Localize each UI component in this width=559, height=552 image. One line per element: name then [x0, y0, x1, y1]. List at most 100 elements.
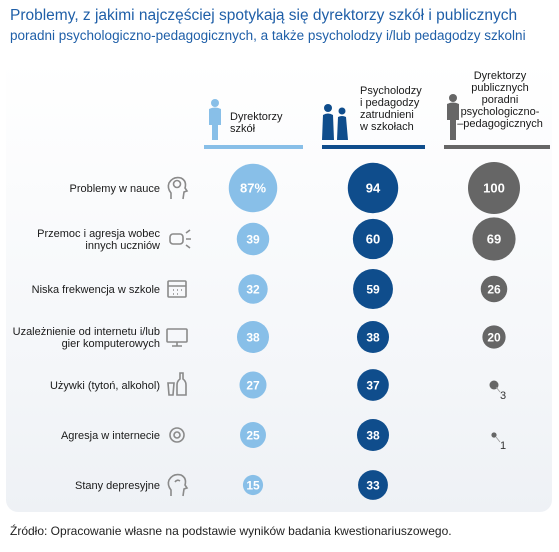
source-note: Źródło: Opracowanie własne na podstawie …: [10, 524, 452, 538]
column-label-line: i pedagodzy: [360, 97, 420, 109]
people-icon: [322, 104, 348, 140]
bubble: 38: [356, 320, 390, 354]
column-label-line: poradni: [482, 94, 519, 106]
at-icon: [169, 427, 185, 443]
row-label-line: Używki (tytoń, alkohol): [50, 380, 160, 392]
row-label-line: Uzależnienie od internetu i/lub: [13, 326, 160, 338]
bubble-value: 25: [246, 428, 260, 442]
column-label-line: Dyrektorzy: [474, 70, 527, 82]
row-label-line: Problemy w nauce: [70, 183, 161, 195]
row-label-6: Agresja w internecie: [61, 427, 185, 443]
bubble-value: 100: [483, 181, 505, 196]
bubble: 37: [357, 369, 389, 401]
column-label-line: Psycholodzy: [360, 85, 422, 97]
row-label-line: Niska frekwencja w szkole: [32, 284, 160, 296]
bubble-circle: [238, 274, 268, 304]
title-line-1: Problemy, z jakimi najczęściej spotykają…: [10, 7, 518, 24]
column-underline: [322, 145, 425, 149]
bubble-value: 38: [366, 428, 380, 442]
bubble-value: 39: [246, 232, 260, 246]
bubble-circle: [240, 422, 266, 448]
bubble-value: 38: [246, 330, 260, 344]
bubble: 33: [358, 470, 388, 500]
bubble: 15: [242, 474, 264, 496]
bubble: 25: [240, 422, 266, 448]
column-underline: [204, 145, 303, 149]
bubble-circle: [242, 474, 264, 496]
bubble: 38: [236, 320, 270, 354]
sad-head-icon: [167, 473, 189, 497]
column-label-line: w szkołach: [359, 121, 414, 133]
column-header-3: Dyrektorzypublicznychporadnipsychologicz…: [444, 70, 550, 149]
row-label-1: Problemy w nauce: [70, 176, 189, 200]
bubble-circle: [357, 369, 389, 401]
person-icon: [209, 99, 221, 140]
bubble-circle: [228, 163, 278, 213]
bubble-value: 32: [246, 282, 260, 296]
bubble-circle: [491, 432, 497, 438]
column-underline: [444, 145, 550, 149]
bubble: 59: [353, 269, 393, 309]
bubble-circle: [353, 269, 393, 309]
monitor-icon: [166, 328, 188, 347]
row-label-line: innych uczniów: [85, 240, 160, 252]
chart-title: Problemy, z jakimi najczęściej spotykają…: [10, 6, 550, 46]
title-line-2: poradni psychologiczno-pedagogicznych, a…: [10, 28, 526, 43]
bubble-circle: [480, 275, 508, 303]
bubble-value: 20: [487, 330, 501, 344]
fist-icon: [169, 229, 191, 249]
bubble-value: 26: [487, 282, 501, 296]
bubble-value: 1: [500, 440, 506, 452]
bubble-value: 87%: [240, 181, 266, 196]
row-label-7: Stany depresyjne: [75, 473, 189, 497]
bubble-value: 33: [366, 478, 380, 492]
bubble: 1: [491, 432, 506, 452]
column-label-line: publicznych: [471, 82, 528, 94]
bubble-circle: [356, 320, 390, 354]
column-label-line: szkół: [230, 123, 256, 135]
row-label-line: Stany depresyjne: [75, 480, 160, 492]
bubble-value: 60: [366, 232, 380, 247]
bubble: 26: [480, 275, 508, 303]
bubble: 38: [356, 418, 390, 452]
bubble: 100: [468, 162, 520, 214]
row-label-3: Niska frekwencja w szkole: [32, 280, 187, 298]
row-label-line: Agresja w internecie: [61, 430, 160, 442]
column-label-line: zatrudnieni: [360, 109, 414, 121]
bubble: 60: [352, 218, 394, 260]
row-label-line: Przemoc i agresja wobec: [37, 228, 160, 240]
bubble-value: 59: [366, 282, 380, 296]
person-icon: [447, 94, 459, 140]
bubble-circle: [236, 320, 270, 354]
bubble-circle: [236, 222, 270, 256]
head-brain-icon: [167, 176, 189, 200]
bubble-value: 69: [487, 232, 501, 247]
calendar-icon: [167, 280, 187, 298]
bubble-value: 94: [366, 181, 381, 196]
bubble-value: 3: [500, 390, 506, 402]
bubble: 87%: [228, 163, 278, 213]
bubble-circle: [352, 218, 394, 260]
chart-background: [6, 60, 552, 512]
bubble-value: 15: [246, 478, 260, 492]
bubble: 32: [238, 274, 268, 304]
column-label-line: –pedagogicznych: [457, 118, 543, 130]
bubble: 27: [239, 371, 267, 399]
bubble-circle: [347, 162, 399, 214]
row-label-5: Używki (tytoń, alkohol): [50, 372, 187, 396]
bubble-circle: [239, 371, 267, 399]
column-label-line: psychologiczno-: [461, 106, 540, 118]
column-label-line: Dyrektorzy: [230, 111, 283, 123]
bubble: 20: [482, 325, 506, 349]
bubble-circle: [356, 418, 390, 452]
bubble-circle: [472, 217, 516, 261]
bubble-circle: [468, 162, 520, 214]
bubble-value: 27: [246, 378, 260, 392]
bubble: 94: [347, 162, 399, 214]
bubble: 3: [489, 380, 506, 402]
bubble: 69: [472, 217, 516, 261]
